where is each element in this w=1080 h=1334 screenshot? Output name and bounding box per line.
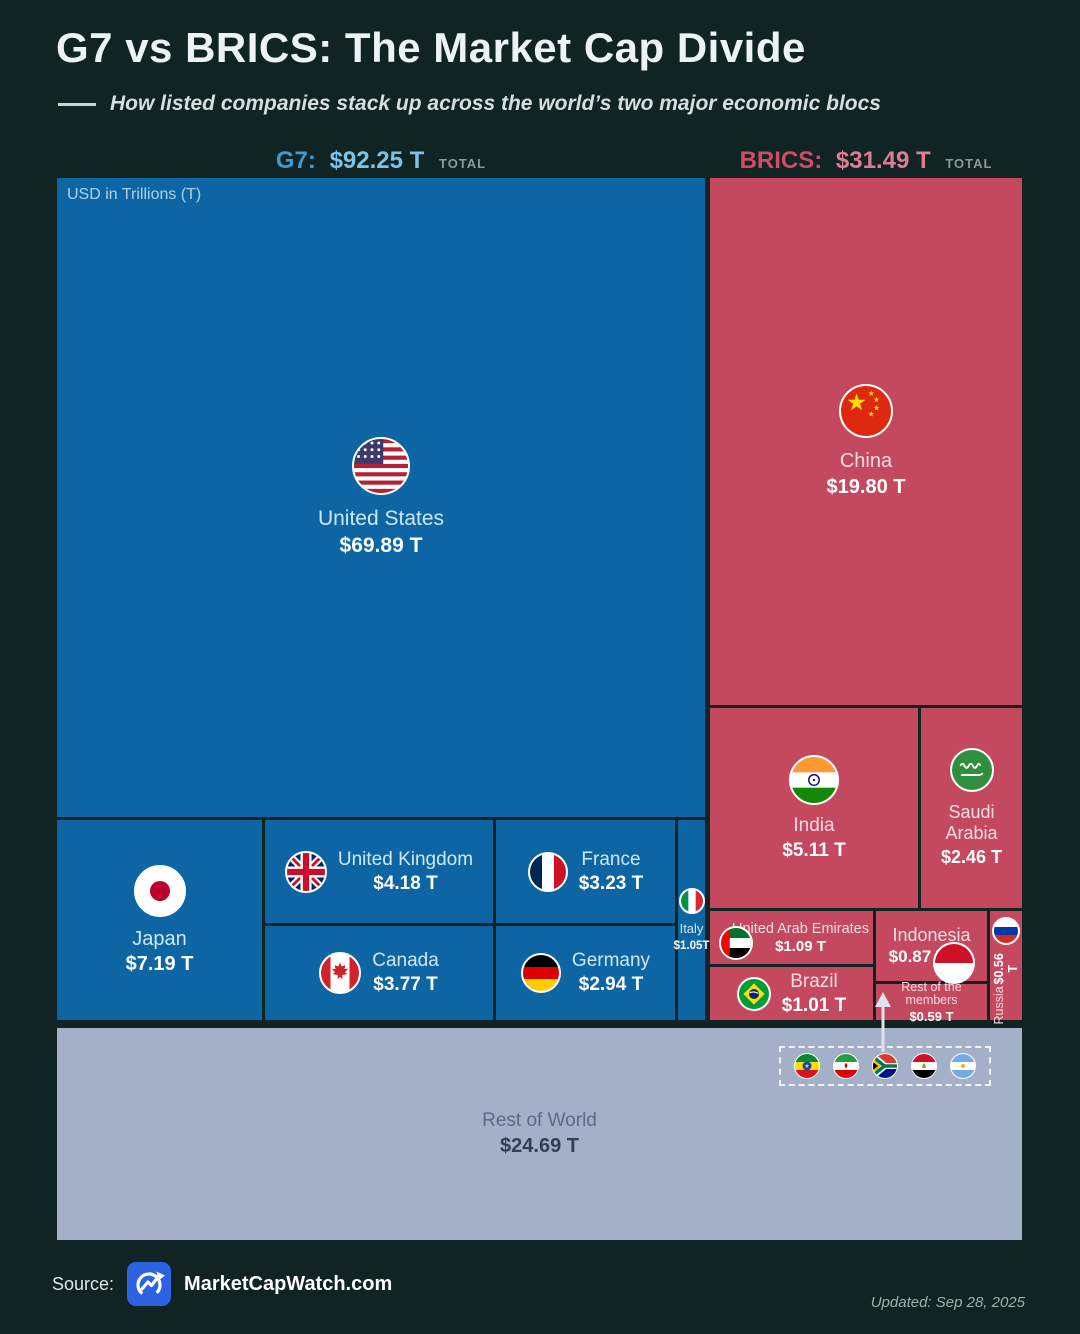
russia-flag-icon: [992, 917, 1020, 945]
block-value: $2.94 T: [578, 974, 644, 995]
page-subtitle: How listed companies stack up across the…: [110, 92, 881, 115]
updated-date: Updated: Sep 28, 2025: [870, 1294, 1025, 1311]
treemap-block-rest-of-members: Rest of the members $0.59 T: [876, 979, 987, 1024]
saudi-arabia-flag-icon: [949, 747, 994, 792]
block-value: $4.18 T: [373, 872, 438, 894]
block-name: Germany: [571, 950, 651, 971]
block-name: Japan: [132, 927, 187, 950]
block-value: $24.69 T: [500, 1135, 579, 1157]
members-arrow-icon: [875, 992, 891, 1052]
block-value: $19.80 T: [826, 476, 906, 498]
block-value: $1.05T: [673, 940, 710, 952]
block-value: $0.56 T: [992, 953, 1020, 985]
argentina-flag-icon: [950, 1053, 976, 1079]
france-flag-icon: [527, 851, 568, 892]
china-flag-icon: [839, 384, 893, 438]
block-value: $1.09 T: [775, 937, 826, 955]
brics-total-suffix: TOTAL: [945, 156, 993, 171]
treemap-block-russia: Russia $0.56 T: [990, 911, 1022, 1025]
block-value: $2.46 T: [940, 847, 1003, 868]
south-africa-flag-icon: [872, 1053, 898, 1079]
marketcapwatch-logo: [127, 1262, 172, 1306]
united-kingdom-flag-icon: [284, 850, 327, 893]
block-value: $0.59 T: [909, 1008, 954, 1024]
block-name: Russia: [992, 986, 1006, 1025]
italy-flag-icon: [678, 888, 705, 914]
block-name: Rest of World: [482, 1110, 597, 1131]
block-name: India: [793, 814, 835, 836]
treemap-block-india: India $5.11 T: [710, 708, 918, 908]
unit-label: USD in Trillions (T): [67, 186, 202, 203]
rest-members-flags-box: [779, 1046, 991, 1086]
source-label: Source:: [52, 1273, 115, 1294]
treemap-block-brazil: Brazil $1.01 T: [710, 967, 873, 1020]
block-name: Indonesia: [892, 925, 971, 945]
ethiopia-flag-icon: [794, 1053, 820, 1079]
treemap-block-china: China $19.80 T: [710, 178, 1022, 705]
footer: Source: MarketCapWatch.com: [52, 1262, 392, 1306]
page-title: G7 vs BRICS: The Market Cap Divide: [56, 24, 806, 71]
canada-flag-icon: [319, 952, 362, 994]
block-value: $69.89 T: [339, 534, 423, 557]
uae-flag-icon: [719, 926, 753, 960]
treemap-block-france: France $3.23 T: [496, 820, 675, 923]
treemap-block-indonesia: Indonesia $0.87 T: [876, 911, 987, 984]
treemap-block-united-arab-emirates: United Arab Emirates $1.09 T: [710, 911, 873, 964]
block-name: United States: [317, 507, 445, 530]
treemap-block-united-kingdom: United Kingdom $4.18 T: [265, 820, 493, 923]
japan-flag-icon: [133, 864, 186, 917]
block-value: $1.01 T: [781, 994, 847, 1016]
block-name: Saudi Arabia: [945, 801, 998, 843]
treemap-block-united-states: USD in Trillions (T) United States $69.8…: [57, 178, 705, 817]
g7-total-suffix: TOTAL: [438, 156, 487, 171]
g7-total: $92.25 T: [329, 147, 425, 174]
treemap-block-saudi-arabia: Saudi Arabia $2.46 T: [921, 708, 1022, 908]
indonesia-flag-icon: [933, 942, 975, 984]
brics-total: $31.49 T: [835, 147, 931, 174]
treemap-block-canada: Canada $3.77 T: [265, 926, 493, 1020]
g7-label: G7:: [275, 147, 316, 174]
block-name: Canada: [372, 950, 439, 971]
block-value: $3.23 T: [578, 872, 644, 894]
united-states-flag-icon: [352, 437, 410, 495]
treemap-block-rest-of-world: Rest of World $24.69 T: [57, 1028, 1022, 1240]
g7-header: G7: $92.25 T TOTAL: [57, 147, 705, 175]
iran-flag-icon: [833, 1053, 859, 1079]
block-name: Brazil: [790, 970, 838, 992]
egypt-flag-icon: [911, 1053, 937, 1079]
germany-flag-icon: [520, 953, 561, 993]
brics-header: BRICS: $31.49 T TOTAL: [710, 147, 1022, 175]
block-name: Rest of the members: [901, 979, 962, 1007]
block-name: United Kingdom: [337, 848, 474, 870]
block-value: $3.77 T: [373, 974, 438, 995]
treemap-block-italy: Italy $1.05T: [674, 820, 709, 1020]
treemap-block-germany: Germany $2.94 T: [496, 926, 675, 1020]
block-name: Italy: [679, 921, 704, 936]
india-flag-icon: [789, 754, 839, 805]
block-value: $7.19 T: [125, 952, 194, 975]
block-name: United Arab Emirates: [731, 920, 869, 937]
source-name: MarketCapWatch.com: [184, 1272, 393, 1295]
subtitle-dash: [58, 102, 96, 106]
treemap-block-japan: Japan $7.19 T: [57, 820, 262, 1020]
block-name: France: [581, 848, 641, 870]
brics-label: BRICS:: [739, 147, 823, 174]
block-value: $0.87 T: [888, 947, 947, 966]
block-value: $5.11 T: [782, 839, 846, 861]
block-name: China: [839, 450, 893, 472]
subtitle-row: How listed companies stack up across the…: [58, 92, 881, 116]
treemap-chart: USD in Trillions (T) United States $69.8…: [57, 178, 1022, 1240]
brazil-flag-icon: [736, 976, 771, 1011]
